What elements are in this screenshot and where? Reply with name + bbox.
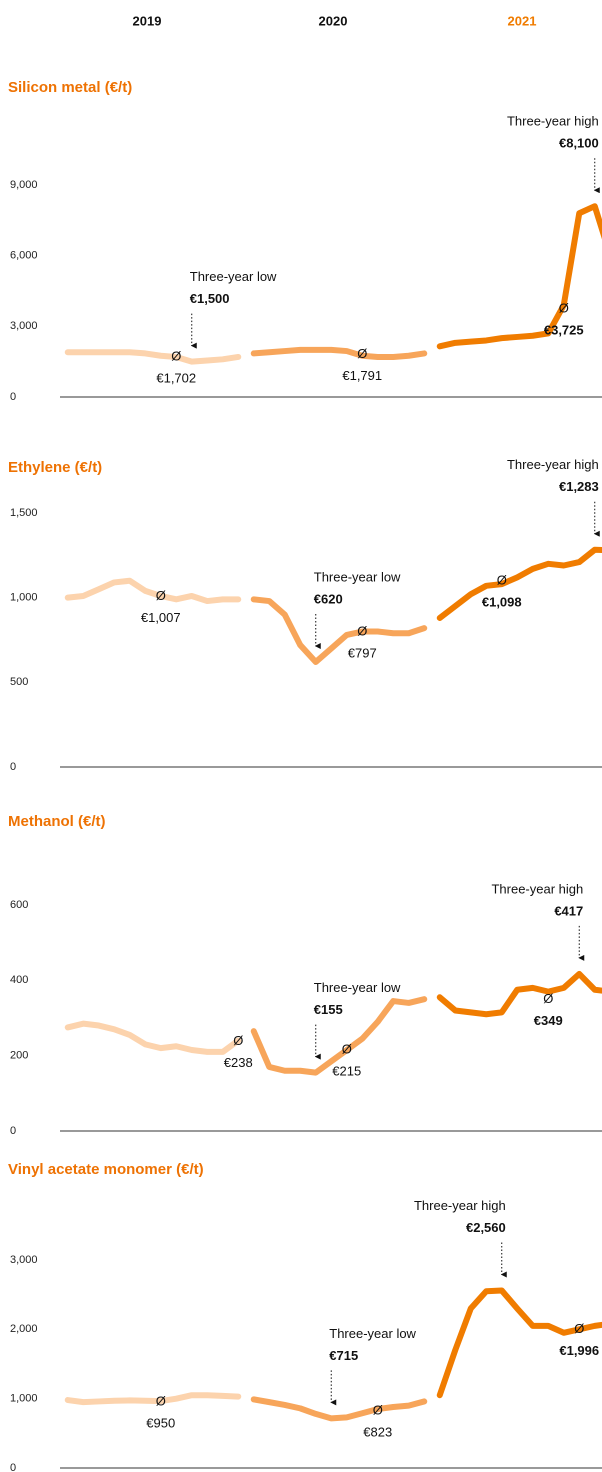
price-line: [250, 596, 428, 666]
average-marker: Ø: [373, 1402, 383, 1417]
annotation-value: €1,283: [559, 479, 599, 494]
annotation-value: €8,100: [559, 136, 599, 151]
chart-title: Silicon metal (€/t): [8, 79, 132, 96]
annotation-value: €2,560: [466, 1220, 506, 1235]
average-label: €1,996: [559, 1343, 599, 1358]
average-label: €950: [146, 1416, 175, 1431]
annotation-text: Three-year high: [491, 881, 583, 896]
y-tick-label: 3,000: [10, 1254, 38, 1266]
price-line: [436, 546, 602, 621]
y-tick-label: 3,000: [10, 320, 38, 332]
y-tick-label: 1,000: [10, 592, 38, 604]
price-line: [64, 1020, 242, 1055]
annotation-value: €620: [314, 591, 343, 606]
average-marker: Ø: [543, 991, 553, 1006]
annotation-text: Three-year high: [507, 114, 599, 129]
average-label: €349: [534, 1013, 563, 1028]
average-marker: Ø: [342, 1041, 352, 1056]
y-tick-label: 400: [10, 974, 28, 986]
average-marker: Ø: [233, 1033, 243, 1048]
average-label: €823: [363, 1424, 392, 1439]
average-label: €1,098: [482, 595, 522, 610]
y-tick-label: 500: [10, 676, 28, 688]
average-label: €215: [332, 1063, 361, 1078]
year-label: 2021: [508, 13, 537, 28]
y-tick-label: 0: [10, 1125, 16, 1137]
annotation-value: €1,500: [190, 291, 230, 306]
annotation-text: Three-year high: [414, 1198, 506, 1213]
annotation-text: Three-year low: [329, 1326, 416, 1341]
average-marker: Ø: [357, 623, 367, 638]
annotation-value: €715: [329, 1348, 358, 1363]
y-tick-label: 1,500: [10, 507, 38, 519]
average-label: €797: [348, 645, 377, 660]
price-line: [436, 970, 602, 1018]
average-marker: Ø: [156, 588, 166, 603]
chart-title: Ethylene (€/t): [8, 459, 102, 476]
average-marker: Ø: [156, 1394, 166, 1409]
y-tick-label: 0: [10, 1462, 16, 1472]
annotation-value: €155: [314, 1002, 343, 1017]
average-marker: Ø: [357, 346, 367, 361]
y-tick-label: 1,000: [10, 1393, 38, 1405]
chart-title: Methanol (€/t): [8, 813, 106, 830]
price-line: [64, 349, 242, 365]
annotation-text: Three-year high: [507, 457, 599, 472]
annotation-text: Three-year low: [314, 569, 401, 584]
average-label: €238: [224, 1055, 253, 1070]
average-marker: Ø: [497, 573, 507, 588]
price-line: [64, 1392, 242, 1406]
price-line: [436, 1287, 602, 1399]
y-tick-label: 600: [10, 899, 28, 911]
y-tick-label: 6,000: [10, 250, 38, 262]
annotation-text: Three-year low: [314, 980, 401, 995]
year-label: 2020: [319, 13, 348, 28]
price-line: [436, 203, 602, 350]
average-label: €1,007: [141, 610, 181, 625]
average-marker: Ø: [574, 1321, 584, 1336]
annotation-text: Three-year low: [190, 269, 277, 284]
chart-title: Vinyl acetate monomer (€/t): [8, 1161, 204, 1178]
average-marker: Ø: [171, 348, 181, 363]
y-tick-label: 0: [10, 391, 16, 403]
price-line: [250, 996, 428, 1076]
annotation-value: €417: [554, 903, 583, 918]
price-line: [250, 346, 428, 360]
average-label: €3,725: [544, 323, 584, 338]
y-tick-label: 2,000: [10, 1323, 38, 1335]
year-label: 2019: [133, 13, 162, 28]
y-tick-label: 9,000: [10, 179, 38, 191]
y-tick-label: 0: [10, 761, 16, 773]
average-label: €1,791: [342, 368, 382, 383]
price-line: [64, 577, 242, 605]
price-line: [250, 1396, 428, 1422]
y-tick-label: 200: [10, 1050, 28, 1062]
average-label: €1,702: [156, 370, 196, 385]
average-marker: Ø: [559, 301, 569, 316]
